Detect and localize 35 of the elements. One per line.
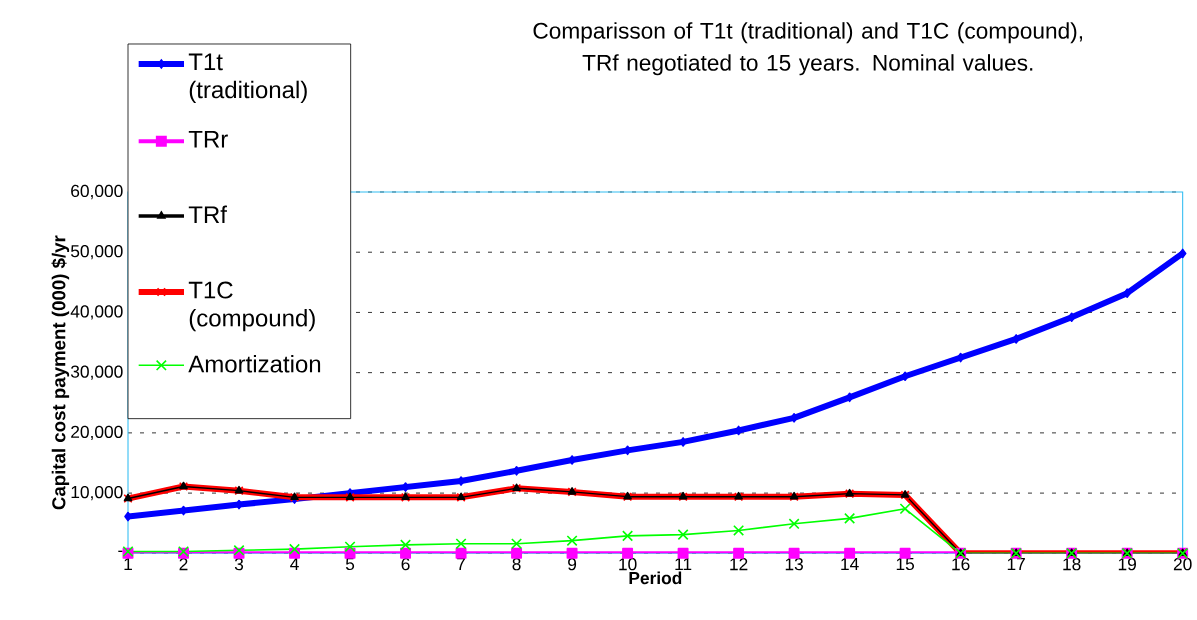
x-tick-label: 17 (1007, 558, 1025, 570)
y-axis-title: Capital cost payment (000) $/yr (51, 235, 70, 510)
y-tick-label: 40,000 (70, 305, 123, 320)
x-tick-label: 3 (234, 558, 244, 571)
x-tick-label: 4 (290, 558, 299, 570)
x-tick-label: 1 (124, 558, 132, 570)
x-tick-label: 16 (952, 558, 970, 571)
x-tick-label: 19 (1118, 558, 1136, 571)
x-tick-label: 11 (675, 558, 692, 570)
legend-label: TRr (188, 130, 228, 148)
x-tick-label: 6 (401, 558, 410, 571)
x-tick-label: 13 (785, 558, 803, 571)
x-tick-label: 18 (1063, 558, 1081, 571)
x-tick-label: 10 (619, 558, 637, 571)
y-tick-label: 20,000 (71, 425, 123, 441)
x-tick-label: 2 (179, 558, 188, 571)
y-tick-label: 10,000 (71, 485, 123, 501)
x-tick-label: 8 (512, 558, 521, 571)
x-axis-title: Period (629, 571, 682, 585)
x-tick-label: 14 (841, 558, 859, 570)
y-tick-label: 50,000 (70, 245, 123, 260)
chart-title: Comparisson of T1t (traditional) and T1C (compound), TRf negotiated to 15 years. Nominal values. (533, 22, 1083, 76)
y-tick-label: 30,000 (70, 365, 123, 380)
x-tick-label: 15 (896, 558, 915, 571)
x-tick-label: 12 (730, 558, 748, 571)
x-tick-label: 20 (1173, 558, 1192, 571)
y-tick-label: - (118, 550, 123, 553)
legend-label: Amortization (188, 354, 321, 373)
x-tick-label: 9 (568, 558, 577, 571)
x-tick-label: 7 (457, 558, 465, 570)
y-tick-label: 60,000 (71, 184, 123, 200)
legend-label: T1t (traditional) (188, 53, 307, 104)
legend-label: T1C (compound) (188, 281, 315, 332)
x-tick-label: 5 (345, 558, 355, 571)
legend-label: TRf (188, 205, 227, 223)
